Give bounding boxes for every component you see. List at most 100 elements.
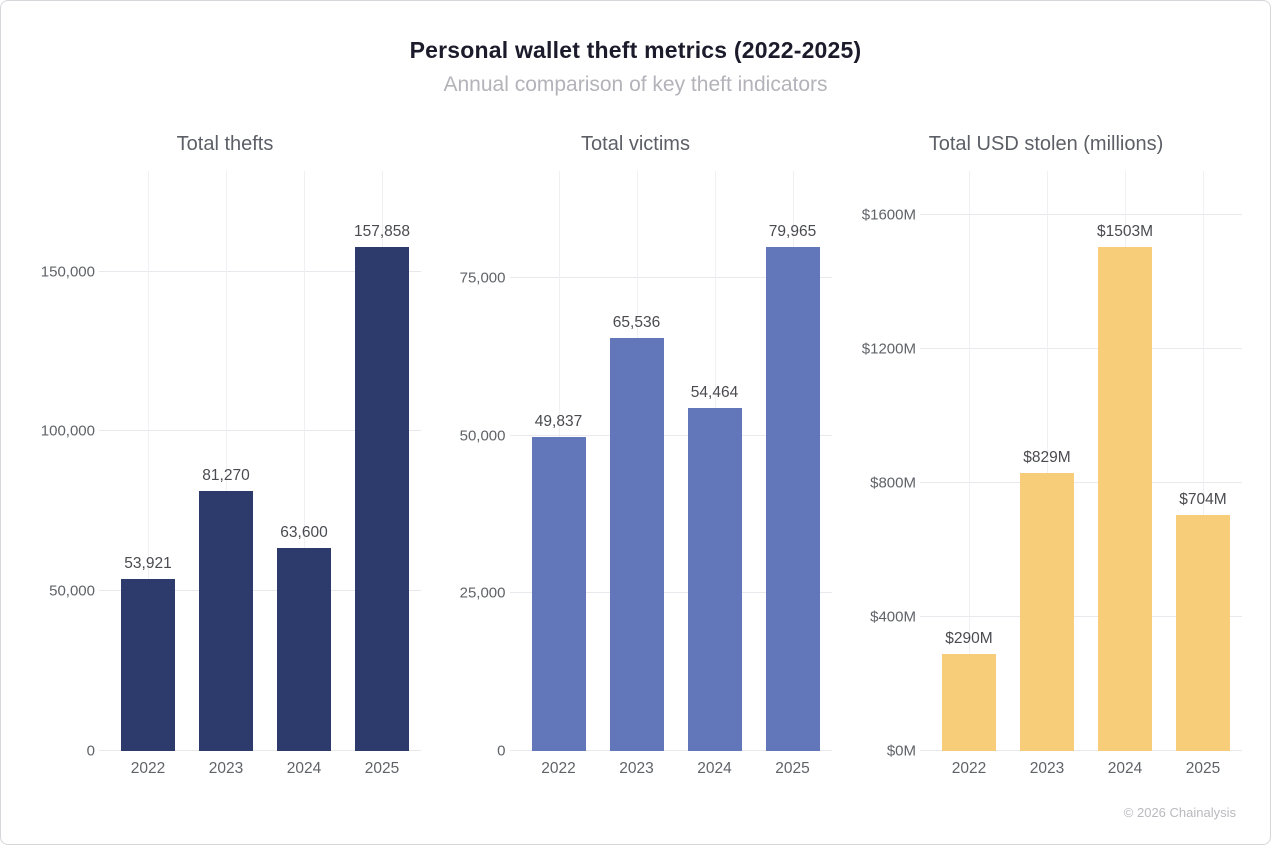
gridline-horizontal — [509, 592, 832, 594]
bar — [121, 578, 175, 751]
bars-layer: 53,921 81,270 63,600 157,858 — [109, 171, 421, 751]
bar — [277, 547, 331, 751]
y-tick-label: 75,000 — [459, 269, 506, 287]
bar-value-label: 65,536 — [612, 313, 661, 331]
chart-title: Total thefts — [176, 133, 274, 155]
x-axis-label: 2022 — [130, 760, 166, 777]
y-tick-label: 50,000 — [459, 427, 506, 445]
y-tick-label: $1600M — [861, 206, 916, 224]
gridline-vertical — [226, 171, 227, 751]
x-axis-label: 2023 — [1029, 760, 1065, 777]
bar-group: 53,921 — [109, 171, 187, 751]
gridline-horizontal — [920, 750, 1242, 751]
figure-subtitle: Annual comparison of key theft indicator… — [443, 73, 828, 96]
bar — [1098, 247, 1152, 751]
bar-value-label: $704M — [1179, 490, 1227, 508]
x-axis: 2022 2023 2024 2025 — [930, 760, 1242, 778]
bar-group: $704M — [1164, 171, 1242, 751]
y-tick-label: 0 — [86, 742, 95, 760]
bar-group: 63,600 — [265, 171, 343, 751]
plot-area: 49,837 65,536 54,464 79,965 — [509, 171, 832, 751]
chart-panel: Total thefts 0 50,000 100,000 150,000 53,921 8… — [29, 130, 421, 778]
bar-value-label: $290M — [945, 629, 993, 647]
figure-title: Personal wallet theft metrics (2022-2025… — [409, 37, 862, 63]
x-axis-label: 2023 — [619, 760, 654, 777]
gridline-horizontal — [509, 277, 832, 279]
gridline-vertical — [304, 171, 305, 751]
gridline-horizontal — [99, 750, 421, 751]
bars-layer: 49,837 65,536 54,464 79,965 — [520, 171, 832, 751]
bar-value-label: 49,837 — [534, 412, 583, 430]
gridline-horizontal — [99, 430, 421, 432]
bar — [531, 436, 586, 751]
y-tick-label: 50,000 — [49, 582, 95, 600]
y-axis: $0M $400M $800M $1200M $1600M — [850, 171, 930, 759]
bar — [1176, 514, 1230, 751]
gridline-horizontal — [920, 347, 1242, 349]
y-tick-label: $800M — [870, 474, 916, 492]
copyright-text: © 2026 Chainalysis — [1123, 805, 1236, 820]
gridline-vertical — [148, 171, 149, 751]
gridline-horizontal — [920, 481, 1242, 483]
bar-group: 79,965 — [754, 171, 832, 751]
figure-header: Personal wallet theft metrics (2022-2025… — [1, 1, 1270, 99]
bar-value-label: 79,965 — [768, 222, 817, 240]
plot-row: $0M $400M $800M $1200M $1600M $290M $829M $1503… — [850, 171, 1242, 760]
bar-group: 157,858 — [343, 171, 421, 751]
bar-value-label: 63,600 — [280, 523, 328, 541]
x-axis-label: 2022 — [541, 760, 576, 777]
bar-value-label: 54,464 — [690, 383, 739, 401]
y-axis: 0 25,000 50,000 75,000 — [440, 171, 520, 760]
gridline-horizontal — [920, 213, 1242, 215]
plot-row: 0 25,000 50,000 75,000 49,837 65,536 54,464 79,… — [440, 171, 832, 760]
x-axis: 2022 2023 2024 2025 — [109, 760, 421, 778]
x-axis-label: 2022 — [951, 760, 987, 777]
bar-group: $1503M — [1086, 171, 1164, 751]
x-axis-label: 2024 — [697, 760, 732, 777]
bar-value-label: 53,921 — [124, 554, 172, 572]
y-tick-label: 150,000 — [40, 263, 95, 281]
gridline-horizontal — [509, 750, 832, 751]
plot-area: $290M $829M $1503M $704M — [920, 171, 1242, 751]
charts-row: Total thefts 0 50,000 100,000 150,000 53,921 8… — [1, 130, 1270, 778]
y-tick-label: $0M — [886, 742, 916, 760]
bar-group: $290M — [930, 171, 1008, 751]
bars-layer: $290M $829M $1503M $704M — [930, 171, 1242, 751]
bar-value-label: 81,270 — [202, 467, 250, 485]
chart-panel: Total victims 0 25,000 50,000 75,000 49,837 65… — [440, 130, 832, 778]
y-tick-label: $400M — [870, 608, 916, 626]
bar — [199, 491, 253, 751]
gridline-vertical — [1203, 171, 1204, 751]
bar-value-label: 157,858 — [353, 222, 411, 240]
x-axis-label: 2024 — [286, 760, 322, 777]
x-axis-label: 2024 — [1107, 760, 1143, 777]
y-tick-label: 0 — [497, 742, 506, 760]
chart-title: Total USD stolen (millions) — [928, 133, 1164, 155]
x-axis-label: 2025 — [775, 760, 810, 777]
plot-row: 0 50,000 100,000 150,000 53,921 81,270 63,600 1… — [29, 171, 421, 760]
bar — [765, 246, 820, 751]
bar-group: 49,837 — [520, 171, 598, 751]
bar — [942, 653, 996, 751]
gridline-vertical — [969, 171, 970, 751]
bar-value-label: $1503M — [1096, 223, 1153, 241]
bar — [1020, 473, 1074, 751]
gridline-horizontal — [509, 434, 832, 436]
bar-group: $829M — [1008, 171, 1086, 751]
bar-group: 81,270 — [187, 171, 265, 751]
gridline-vertical — [1047, 171, 1048, 751]
y-tick-label: 100,000 — [40, 422, 95, 440]
x-axis-label: 2025 — [1185, 760, 1221, 777]
gridline-horizontal — [99, 270, 421, 272]
bar-group: 65,536 — [598, 171, 676, 751]
gridline-horizontal — [99, 590, 421, 592]
x-axis: 2022 2023 2024 2025 — [520, 760, 832, 778]
chart-panel: Total USD stolen (millions) $0M $400M $800M… — [850, 130, 1242, 778]
gridline-horizontal — [920, 615, 1242, 617]
bar — [687, 407, 742, 751]
y-axis: 0 50,000 100,000 150,000 — [29, 171, 109, 759]
plot-area: 53,921 81,270 63,600 157,858 — [99, 171, 421, 751]
chart-title: Total victims — [581, 133, 690, 155]
bar-value-label: $829M — [1023, 449, 1071, 467]
